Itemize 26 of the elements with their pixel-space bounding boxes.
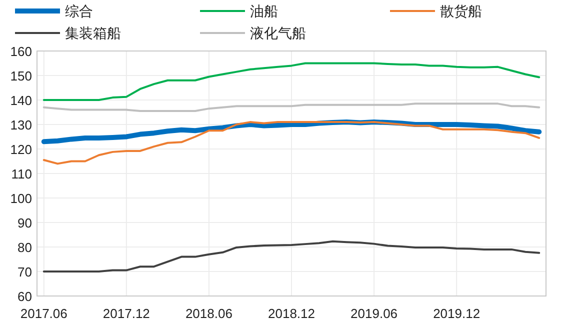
- legend-label: 综合: [65, 3, 93, 19]
- y-tick-label: 60: [18, 289, 32, 304]
- x-tick-label: 2018.12: [268, 306, 315, 321]
- line-series: [42, 121, 540, 165]
- x-tick-label: 2019.06: [350, 306, 398, 321]
- x-tick-label: 2017.06: [20, 306, 68, 321]
- x-tick-label: 2017.12: [102, 306, 150, 321]
- y-tick-label: 100: [10, 191, 32, 206]
- y-tick-label: 140: [10, 93, 32, 108]
- y-tick-label: 90: [18, 216, 32, 230]
- legend-label: 油船: [250, 3, 278, 19]
- x-tick-label: 2019.12: [433, 306, 480, 321]
- y-tick-label: 130: [10, 118, 32, 132]
- legend-label: 集装箱船: [65, 25, 121, 41]
- y-tick-label: 70: [18, 264, 32, 280]
- line-series: [42, 240, 540, 272]
- line-series: [42, 62, 540, 101]
- y-tick-label: 110: [11, 166, 32, 182]
- y-tick-label: 150: [10, 68, 32, 84]
- legend-label: 散货船: [440, 3, 482, 19]
- y-tick-label: 120: [10, 142, 32, 157]
- line-series: [42, 102, 540, 112]
- y-tick-label: 160: [10, 44, 32, 59]
- y-tick-label: 80: [18, 240, 32, 255]
- legend-label: 液化气船: [250, 25, 306, 41]
- x-tick-label: 2018.06: [185, 306, 232, 321]
